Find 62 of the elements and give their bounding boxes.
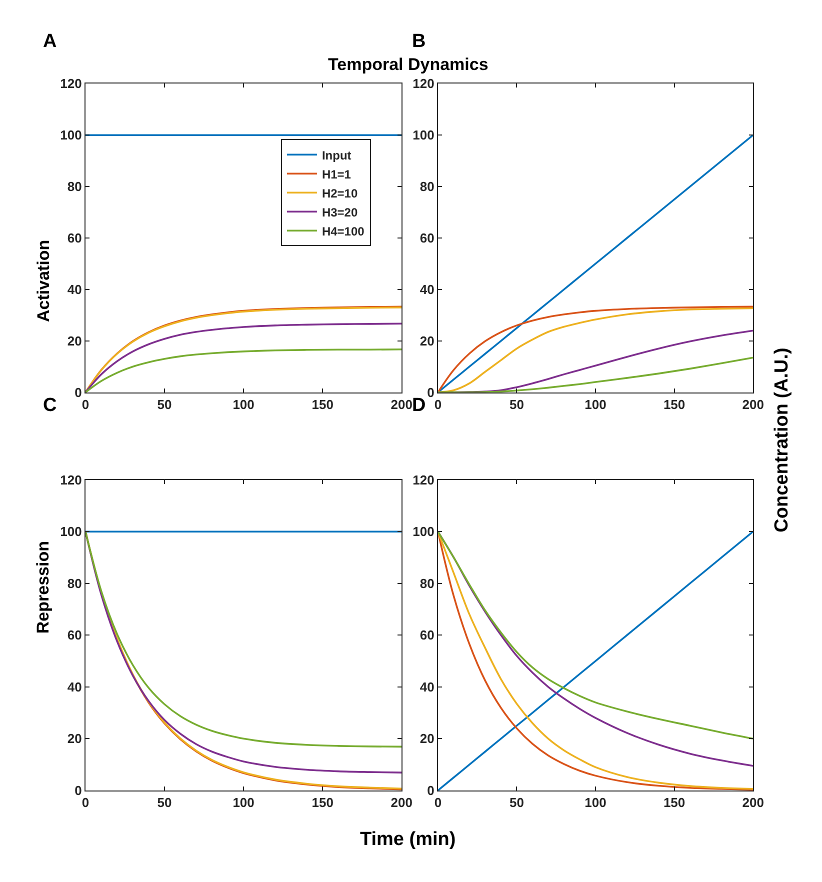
y-tick-label: 100 xyxy=(412,524,434,540)
y-tick-label: 0 xyxy=(74,783,82,798)
y-tick-label: 0 xyxy=(427,384,434,400)
y-tick-label: 60 xyxy=(67,230,82,246)
y-tick-label: 120 xyxy=(60,472,82,488)
y-tick-label: 60 xyxy=(420,628,434,643)
y-tick-label: 120 xyxy=(412,76,434,92)
text: A xyxy=(43,31,57,52)
x-tick-label: 200 xyxy=(390,396,412,412)
y-tick-label: 0 xyxy=(74,384,82,400)
x-tick-label: 100 xyxy=(232,396,254,412)
legend-label: H4=100 xyxy=(322,224,365,238)
y-tick-label: 20 xyxy=(67,731,82,746)
x-tick-label: 150 xyxy=(312,795,334,810)
legend-label: H1=1 xyxy=(322,167,352,182)
text: D xyxy=(412,395,426,416)
line-series xyxy=(438,356,754,392)
y-tick-label: 80 xyxy=(67,576,82,591)
x-tick-label: 50 xyxy=(157,396,172,412)
y-tick-label: 80 xyxy=(420,179,434,194)
text: C xyxy=(43,395,57,416)
legend-label: Input xyxy=(322,148,352,162)
y-tick-label: 120 xyxy=(412,472,434,488)
line-series xyxy=(438,134,754,392)
y-tick-label: 100 xyxy=(412,128,434,143)
x-tick-label: 150 xyxy=(312,396,334,412)
x-tick-label: 50 xyxy=(157,795,172,810)
y-tick-label: 40 xyxy=(420,282,434,297)
x-tick-label: 200 xyxy=(390,795,412,810)
line-series xyxy=(85,348,402,392)
x-axis-title: Time (min) xyxy=(360,829,456,850)
y-tick-label: 20 xyxy=(420,333,434,348)
y-tick-label: 100 xyxy=(60,128,82,143)
y-tick-label: 40 xyxy=(67,282,82,297)
y-tick-label: 20 xyxy=(67,333,82,348)
x-tick-label: 100 xyxy=(584,396,606,412)
y-tick-label: 60 xyxy=(67,628,82,643)
x-tick-label: 50 xyxy=(509,795,524,810)
text: B xyxy=(412,31,426,52)
text: Concentration (A.U.) xyxy=(771,348,792,532)
y-tick-label: 20 xyxy=(420,731,434,746)
x-tick-label: 200 xyxy=(742,396,764,412)
x-tick-label: 150 xyxy=(663,795,686,810)
legend-label: H3=20 xyxy=(322,205,358,220)
y-axis-title: Repression xyxy=(33,541,52,634)
x-tick-label: 50 xyxy=(509,396,524,412)
y-tick-label: 80 xyxy=(67,179,82,194)
y-tick-label: 120 xyxy=(60,76,82,92)
y-tick-label: 40 xyxy=(420,679,434,694)
x-tick-label: 100 xyxy=(584,795,606,810)
y-tick-label: 40 xyxy=(67,679,82,694)
line-series xyxy=(85,322,402,392)
y-tick-label: 80 xyxy=(420,576,434,591)
x-tick-label: 150 xyxy=(663,396,686,412)
y-tick-label: 100 xyxy=(60,524,82,540)
legend-label: H2=10 xyxy=(322,186,358,200)
x-tick-label: 200 xyxy=(742,795,764,810)
x-tick-label: 100 xyxy=(232,795,254,810)
y-axis-title: Activation xyxy=(34,240,53,322)
y-tick-label: 0 xyxy=(427,783,434,798)
chart-title: Temporal Dynamics xyxy=(328,55,488,74)
y-tick-label: 60 xyxy=(420,230,434,246)
